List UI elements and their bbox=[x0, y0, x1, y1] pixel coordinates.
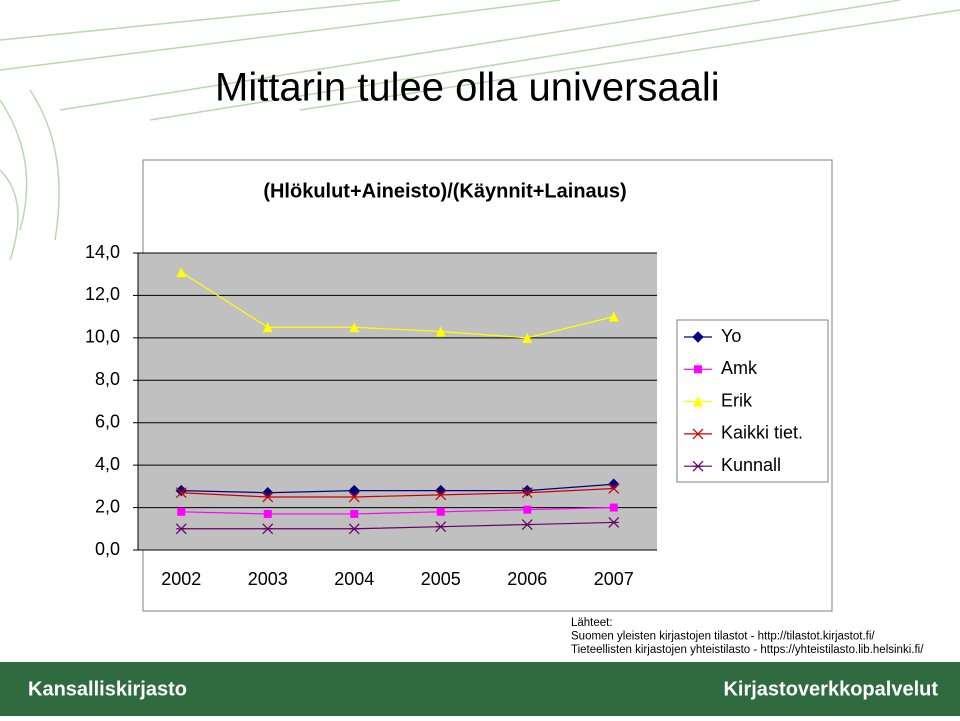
footer-left: Kansalliskirjasto bbox=[28, 678, 187, 700]
y-tick-label: 2,0 bbox=[95, 496, 120, 516]
x-tick-label: 2005 bbox=[421, 569, 461, 589]
slide-title: Mittarin tulee olla universaali bbox=[215, 66, 720, 110]
marker-stroke bbox=[348, 491, 360, 503]
footer-right: Kirjastoverkkopalvelut bbox=[723, 678, 938, 700]
source-line: Suomen yleisten kirjastojen tilastot - h… bbox=[571, 631, 875, 643]
marker bbox=[348, 523, 360, 535]
legend-label: Erik bbox=[721, 390, 753, 410]
legend-label: Yo bbox=[721, 326, 741, 346]
x-tick-label: 2007 bbox=[594, 569, 634, 589]
marker bbox=[521, 519, 533, 530]
marker bbox=[522, 332, 533, 343]
marker bbox=[609, 503, 618, 512]
y-tick-label: 0,0 bbox=[95, 539, 120, 559]
marker bbox=[694, 365, 702, 374]
marker bbox=[348, 491, 360, 503]
x-tick-label: 2003 bbox=[248, 569, 288, 589]
y-tick-label: 8,0 bbox=[95, 369, 120, 389]
marker bbox=[608, 516, 620, 528]
y-tick-label: 4,0 bbox=[95, 454, 120, 474]
source-line: Lähteet: bbox=[571, 617, 613, 629]
marker bbox=[608, 311, 619, 322]
marker bbox=[521, 487, 533, 499]
marker bbox=[175, 523, 187, 535]
marker bbox=[436, 507, 445, 516]
chart-title: (Hlökulut+Aineisto)/(Käynnit+Lainaus) bbox=[263, 180, 626, 202]
y-tick-label: 12,0 bbox=[85, 284, 120, 304]
marker bbox=[692, 428, 704, 440]
marker bbox=[262, 491, 274, 503]
marker bbox=[350, 509, 359, 518]
marker-stroke bbox=[521, 487, 533, 499]
marker bbox=[263, 509, 272, 518]
marker-stroke bbox=[435, 489, 447, 501]
marker bbox=[176, 267, 187, 278]
marker-stroke bbox=[175, 487, 187, 499]
y-tick-label: 6,0 bbox=[95, 411, 120, 431]
marker bbox=[692, 331, 704, 343]
marker bbox=[523, 505, 532, 514]
series-line bbox=[181, 483, 614, 494]
marker bbox=[349, 322, 360, 333]
marker bbox=[348, 484, 360, 497]
marker-stroke bbox=[262, 491, 274, 503]
marker-stroke bbox=[692, 428, 704, 440]
marker bbox=[692, 460, 704, 472]
footer-bar bbox=[0, 662, 960, 716]
marker bbox=[435, 326, 446, 337]
series-line bbox=[180, 271, 614, 339]
series-line bbox=[181, 487, 614, 498]
marker-stroke bbox=[608, 483, 620, 494]
marker bbox=[693, 396, 703, 407]
series-line bbox=[181, 521, 614, 530]
marker bbox=[435, 521, 447, 533]
legend-label: Amk bbox=[721, 358, 758, 378]
x-tick-label: 2006 bbox=[507, 569, 547, 589]
source-line: Tieteellisten kirjastojen yhteistilasto … bbox=[571, 644, 924, 656]
legend-label: Kunnall bbox=[721, 455, 781, 475]
legend-label: Kaikki tiet. bbox=[721, 423, 803, 443]
marker bbox=[435, 489, 447, 501]
y-tick-label: 14,0 bbox=[85, 242, 120, 262]
x-tick-label: 2002 bbox=[161, 569, 201, 589]
x-tick-label: 2004 bbox=[334, 569, 374, 589]
marker bbox=[177, 507, 186, 516]
series-line bbox=[181, 506, 614, 515]
marker bbox=[262, 322, 273, 333]
decoration bbox=[0, 0, 960, 261]
marker bbox=[175, 487, 187, 499]
plot-area bbox=[138, 253, 657, 550]
y-tick-label: 10,0 bbox=[85, 327, 120, 347]
marker bbox=[262, 523, 274, 535]
marker bbox=[608, 483, 620, 494]
